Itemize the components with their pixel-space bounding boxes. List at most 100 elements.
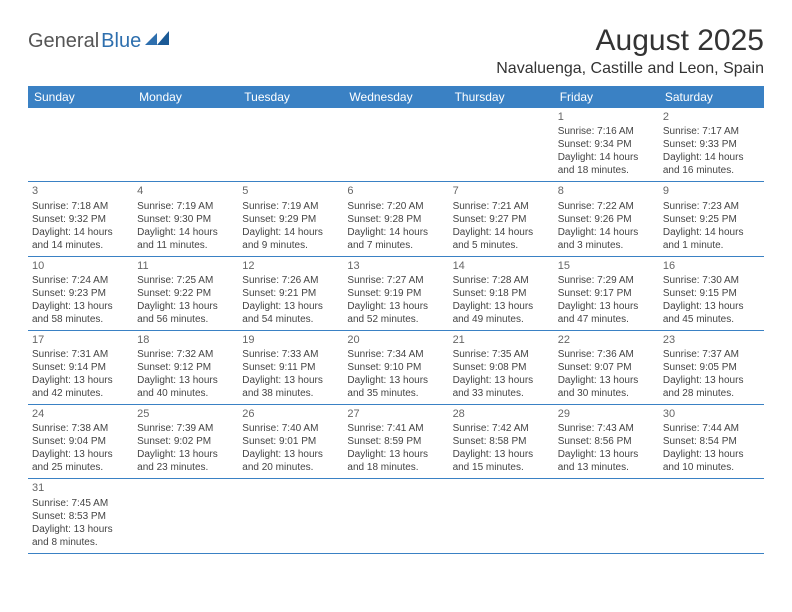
daylight-text: and 20 minutes.	[242, 461, 339, 474]
daylight-text: Daylight: 13 hours	[32, 374, 129, 387]
sunrise-text: Sunrise: 7:38 AM	[32, 422, 129, 435]
weekday-header: Wednesday	[343, 86, 448, 108]
sunrise-text: Sunrise: 7:26 AM	[242, 274, 339, 287]
daylight-text: Daylight: 13 hours	[347, 374, 444, 387]
calendar-cell: 27Sunrise: 7:41 AMSunset: 8:59 PMDayligh…	[343, 405, 448, 479]
day-number: 11	[137, 259, 234, 273]
daylight-text: Daylight: 14 hours	[137, 226, 234, 239]
daylight-text: Daylight: 14 hours	[453, 226, 550, 239]
daylight-text: Daylight: 13 hours	[242, 374, 339, 387]
daylight-text: Daylight: 14 hours	[558, 226, 655, 239]
sunset-text: Sunset: 9:14 PM	[32, 361, 129, 374]
daylight-text: Daylight: 14 hours	[32, 226, 129, 239]
daylight-text: and 14 minutes.	[32, 239, 129, 252]
sunrise-text: Sunrise: 7:33 AM	[242, 348, 339, 361]
sunrise-text: Sunrise: 7:29 AM	[558, 274, 655, 287]
daylight-text: Daylight: 13 hours	[453, 374, 550, 387]
sunrise-text: Sunrise: 7:24 AM	[32, 274, 129, 287]
daylight-text: Daylight: 13 hours	[137, 448, 234, 461]
daylight-text: and 52 minutes.	[347, 313, 444, 326]
daylight-text: Daylight: 14 hours	[347, 226, 444, 239]
calendar-cell	[343, 479, 448, 553]
calendar-cell	[238, 479, 343, 553]
weekday-header: Sunday	[28, 86, 133, 108]
daylight-text: Daylight: 13 hours	[137, 300, 234, 313]
calendar-cell: 7 Sunrise: 7:21 AMSunset: 9:27 PMDaylight…	[449, 182, 554, 256]
calendar-cell: 8Sunrise: 7:22 AMSunset: 9:26 PMDaylight…	[554, 182, 659, 256]
sunset-text: Sunset: 9:28 PM	[347, 213, 444, 226]
sunrise-text: Sunrise: 7:39 AM	[137, 422, 234, 435]
day-number: 8	[558, 184, 655, 198]
location: Navaluenga, Castille and Leon, Spain	[496, 60, 764, 78]
daylight-text: Daylight: 14 hours	[242, 226, 339, 239]
day-number: 24	[32, 407, 129, 421]
daylight-text: Daylight: 14 hours	[663, 151, 760, 164]
day-number: 1	[558, 110, 655, 124]
flag-icon	[145, 31, 171, 52]
sunrise-text: Sunrise: 7:41 AM	[347, 422, 444, 435]
sunset-text: Sunset: 9:10 PM	[347, 361, 444, 374]
daylight-text: and 30 minutes.	[558, 387, 655, 400]
calendar-cell	[449, 108, 554, 182]
day-number: 13	[347, 259, 444, 273]
sunset-text: Sunset: 9:08 PM	[453, 361, 550, 374]
daylight-text: and 16 minutes.	[663, 164, 760, 177]
calendar-cell: 25Sunrise: 7:39 AMSunset: 9:02 PMDayligh…	[133, 405, 238, 479]
calendar-cell	[554, 479, 659, 553]
sunrise-text: Sunrise: 7:17 AM	[663, 125, 760, 138]
daylight-text: and 25 minutes.	[32, 461, 129, 474]
daylight-text: and 18 minutes.	[558, 164, 655, 177]
calendar-cell: 4Sunrise: 7:19 AMSunset: 9:30 PMDaylight…	[133, 182, 238, 256]
sunrise-text: Sunrise: 7:30 AM	[663, 274, 760, 287]
sunset-text: Sunset: 9:19 PM	[347, 287, 444, 300]
daylight-text: Daylight: 13 hours	[242, 448, 339, 461]
daylight-text: Daylight: 13 hours	[347, 448, 444, 461]
sunrise-text: Sunrise: 7:19 AM	[137, 200, 234, 213]
daylight-text: and 56 minutes.	[137, 313, 234, 326]
daylight-text: Daylight: 13 hours	[32, 448, 129, 461]
daylight-text: and 47 minutes.	[558, 313, 655, 326]
day-number: 4	[137, 184, 234, 198]
calendar-cell	[659, 479, 764, 553]
calendar-cell: 19Sunrise: 7:33 AMSunset: 9:11 PMDayligh…	[238, 330, 343, 404]
daylight-text: and 7 minutes.	[347, 239, 444, 252]
day-number: 2	[663, 110, 760, 124]
calendar-cell: 29Sunrise: 7:43 AMSunset: 8:56 PMDayligh…	[554, 405, 659, 479]
calendar-row: 24Sunrise: 7:38 AMSunset: 9:04 PMDayligh…	[28, 405, 764, 479]
weekday-header: Monday	[133, 86, 238, 108]
calendar-cell: 3Sunrise: 7:18 AMSunset: 9:32 PMDaylight…	[28, 182, 133, 256]
day-number: 6	[347, 184, 444, 198]
daylight-text: and 23 minutes.	[137, 461, 234, 474]
sunset-text: Sunset: 9:32 PM	[32, 213, 129, 226]
sunrise-text: Sunrise: 7:21 AM	[453, 200, 550, 213]
calendar-cell: 5Sunrise: 7:19 AMSunset: 9:29 PMDaylight…	[238, 182, 343, 256]
daylight-text: and 33 minutes.	[453, 387, 550, 400]
sunrise-text: Sunrise: 7:27 AM	[347, 274, 444, 287]
daylight-text: and 49 minutes.	[453, 313, 550, 326]
sunrise-text: Sunrise: 7:42 AM	[453, 422, 550, 435]
day-number: 19	[242, 333, 339, 347]
sunset-text: Sunset: 9:27 PM	[453, 213, 550, 226]
sunset-text: Sunset: 9:34 PM	[558, 138, 655, 151]
day-number: 7	[453, 184, 550, 198]
sunset-text: Sunset: 8:53 PM	[32, 510, 129, 523]
daylight-text: and 18 minutes.	[347, 461, 444, 474]
sunset-text: Sunset: 9:12 PM	[137, 361, 234, 374]
sunset-text: Sunset: 9:29 PM	[242, 213, 339, 226]
calendar-cell: 16Sunrise: 7:30 AMSunset: 9:15 PMDayligh…	[659, 256, 764, 330]
day-number: 27	[347, 407, 444, 421]
sunset-text: Sunset: 9:26 PM	[558, 213, 655, 226]
calendar-cell	[133, 108, 238, 182]
daylight-text: Daylight: 13 hours	[663, 300, 760, 313]
day-number: 10	[32, 259, 129, 273]
day-number: 25	[137, 407, 234, 421]
daylight-text: and 58 minutes.	[32, 313, 129, 326]
calendar-row: 10Sunrise: 7:24 AMSunset: 9:23 PMDayligh…	[28, 256, 764, 330]
sunset-text: Sunset: 9:22 PM	[137, 287, 234, 300]
daylight-text: and 15 minutes.	[453, 461, 550, 474]
weekday-header: Saturday	[659, 86, 764, 108]
sunset-text: Sunset: 9:25 PM	[663, 213, 760, 226]
sunset-text: Sunset: 9:17 PM	[558, 287, 655, 300]
calendar-cell: 18Sunrise: 7:32 AMSunset: 9:12 PMDayligh…	[133, 330, 238, 404]
sunrise-text: Sunrise: 7:18 AM	[32, 200, 129, 213]
